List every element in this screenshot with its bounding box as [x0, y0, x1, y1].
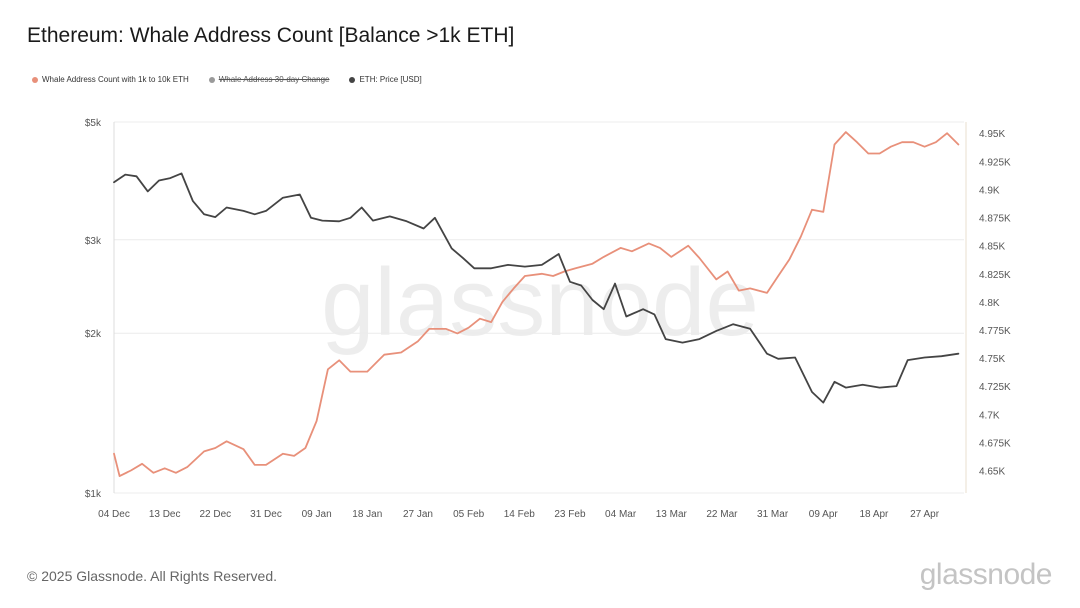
x-axis-tick-label: 22 Dec — [199, 509, 231, 520]
whale-count-series-line[interactable] — [113, 131, 960, 478]
left-axis-tick-label: $2k — [85, 329, 102, 340]
x-axis-tick-label: 04 Dec — [98, 509, 130, 520]
x-axis-tick-label: 22 Mar — [706, 509, 738, 520]
left-axis-tick-label: $5k — [85, 118, 102, 129]
legend-dot-eth-price — [349, 76, 356, 83]
copyright: © 2025 Glassnode. All Rights Reserved. — [27, 568, 278, 584]
x-axis-tick-label: 18 Apr — [859, 509, 889, 520]
x-axis-tick-label: 27 Apr — [910, 509, 940, 520]
legend-item-eth-price[interactable]: ETH: Price [USD] — [349, 75, 422, 84]
right-axis-tick-label: 4.8K — [979, 298, 1000, 309]
x-axis-tick-label: 09 Apr — [809, 509, 839, 520]
legend-label-30day-change: Whale Address 30-day Change — [218, 75, 330, 84]
x-axis-tick-label: 18 Jan — [352, 509, 382, 520]
right-axis-tick-label: 4.675K — [979, 438, 1011, 449]
legend-dot-30day-change — [208, 76, 215, 83]
right-axis-tick-label: 4.7K — [979, 410, 1000, 421]
x-axis-tick-label: 13 Mar — [656, 509, 688, 520]
legend-dot-whale-count — [32, 76, 38, 83]
left-axis-tick-label: $1k — [85, 489, 102, 500]
right-axis-tick-label: 4.725K — [979, 382, 1011, 393]
legend-item-30day-change[interactable]: Whale Address 30-day Change — [208, 75, 330, 84]
right-axis-tick-label: 4.9K — [979, 185, 1000, 196]
x-axis-tick-label: 04 Mar — [605, 509, 637, 520]
legend-label-eth-price: ETH: Price [USD] — [359, 75, 422, 84]
x-axis-tick-label: 31 Mar — [757, 509, 789, 520]
chart-title: Ethereum: Whale Address Count [Balance >… — [27, 24, 515, 47]
watermark: glassnode — [321, 249, 759, 356]
right-axis-tick-label: 4.925K — [979, 157, 1011, 168]
right-axis-tick-label: 4.85K — [979, 242, 1005, 253]
right-axis-tick-label: 4.775K — [979, 326, 1011, 337]
right-axis-tick-label: 4.875K — [979, 214, 1011, 225]
x-axis-tick-label: 31 Dec — [250, 509, 282, 520]
eth-price-series-line[interactable] — [113, 172, 960, 404]
right-axis-tick-label: 4.825K — [979, 270, 1011, 281]
x-axis-tick-label: 27 Jan — [403, 509, 433, 520]
brand-logo: glassnode — [919, 558, 1053, 591]
right-axis-tick-label: 4.65K — [979, 467, 1005, 478]
x-axis-tick-label: 05 Feb — [453, 509, 485, 520]
left-axis-tick-label: $3k — [85, 236, 102, 247]
x-axis-tick-label: 13 Dec — [149, 509, 181, 520]
right-axis-tick-label: 4.75K — [979, 354, 1005, 365]
right-axis-tick-label: 4.95K — [979, 129, 1005, 140]
x-axis-tick-label: 14 Feb — [504, 509, 536, 520]
legend-item-whale-count[interactable]: Whale Address Count with 1k to 10k ETH — [32, 75, 189, 84]
x-axis-tick-label: 09 Jan — [302, 509, 332, 520]
legend-label-whale-count: Whale Address Count with 1k to 10k ETH — [42, 75, 189, 84]
x-axis-tick-label: 23 Feb — [554, 509, 586, 520]
legend: Whale Address Count with 1k to 10k ETH W… — [32, 75, 422, 84]
